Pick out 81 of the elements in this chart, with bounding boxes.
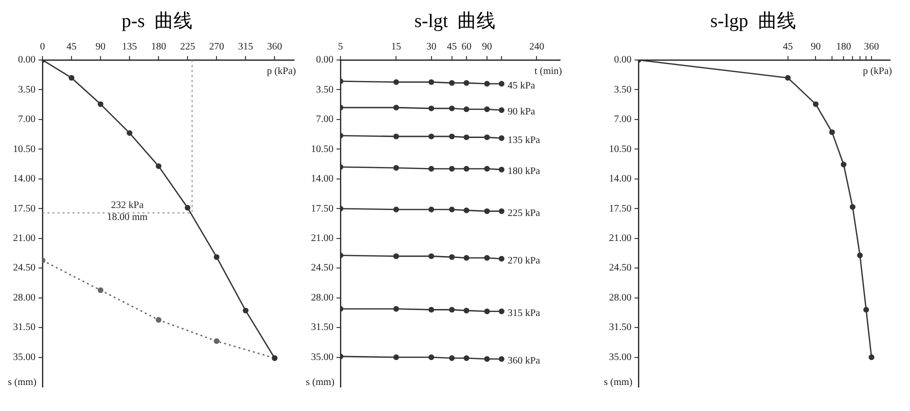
x-tick-label: 360 [267, 42, 282, 53]
point [214, 338, 220, 344]
x-tick-label: 45 [66, 42, 77, 53]
y-axis-title: s (mm) [604, 377, 632, 388]
x-tick-label: 90 [482, 42, 492, 53]
y-tick-label: 28.00 [609, 292, 632, 304]
x-tick-label: 45 [446, 42, 457, 53]
x-axis-title: t (min) [534, 66, 562, 77]
y-tick-label: 35.00 [13, 352, 36, 363]
y-axis-title: s (mm) [8, 377, 36, 388]
x-tick-label: 90 [810, 42, 821, 53]
y-tick-label: 3.50 [614, 84, 632, 96]
point [126, 130, 132, 136]
y-tick-label: 17.50 [609, 203, 632, 214]
x-tick-label: 180 [151, 42, 166, 53]
y-tick-label: 31.50 [311, 322, 334, 334]
point [98, 287, 104, 294]
x-tick-label: 135 [122, 42, 138, 53]
y-tick-label: 17.50 [13, 203, 36, 214]
y-tick-label: 7.00 [614, 114, 632, 126]
y-tick-label: 7.00 [316, 114, 334, 126]
y-tick-label: 3.50 [316, 84, 334, 96]
chart-title: s-lgp 曲线 [710, 10, 796, 34]
chart-title: p-s 曲线 [122, 10, 192, 34]
y-tick-label: 21.00 [13, 232, 36, 244]
x-tick-label: 240 [529, 42, 544, 53]
x-axis-title: p (kPa) [862, 66, 892, 77]
point [214, 254, 220, 260]
series-label: 270 kPa [508, 255, 541, 266]
y-tick-label: 14.00 [13, 174, 36, 185]
x-tick-label: 270 [209, 42, 224, 53]
point [156, 163, 162, 170]
x-tick-label: 360 [864, 42, 880, 53]
point [156, 317, 162, 323]
y-tick-label: 3.50 [18, 84, 36, 96]
y-tick-label: 21.00 [609, 232, 632, 244]
y-tick-label: 7.00 [18, 114, 36, 126]
y-axis-title: s (mm) [306, 377, 334, 388]
y-tick-label: 35.00 [311, 352, 334, 363]
x-tick-label: 15 [391, 42, 402, 53]
y-tick-label: 35.00 [609, 352, 632, 363]
y-tick-label: 0.00 [614, 54, 632, 66]
y-tick-label: 28.00 [13, 292, 36, 304]
y-tick-label: 14.00 [609, 174, 632, 185]
y-tick-label: 10.50 [13, 144, 36, 155]
x-tick-label: 60 [461, 42, 472, 53]
point [242, 308, 248, 314]
y-tick-label: 21.00 [311, 232, 334, 244]
x-tick-label: 30 [426, 42, 436, 53]
x-tick-label: 90 [96, 42, 106, 53]
y-tick-label: 31.50 [13, 322, 36, 334]
y-tick-label: 31.50 [609, 322, 632, 334]
y-tick-label: 28.00 [311, 292, 334, 304]
y-tick-label: 24.50 [609, 262, 632, 274]
chart-title: s-lgt 曲线 [414, 10, 496, 34]
point [184, 204, 190, 211]
series-label: 90 kPa [508, 106, 536, 118]
series-label: 135 kPa [508, 134, 541, 146]
y-tick-label: 14.00 [311, 174, 334, 185]
y-tick-label: 0.00 [316, 54, 334, 66]
point [98, 101, 104, 108]
y-tick-label: 24.50 [311, 262, 334, 274]
series-label: 315 kPa [508, 308, 541, 320]
y-tick-label: 17.50 [311, 203, 334, 214]
y-tick-label: 0.00 [18, 54, 36, 66]
annotation: 232 kPa 18.00 mm [107, 200, 148, 223]
x-axis-title: p (kPa) [266, 66, 296, 77]
x-tick-label: 5 [338, 42, 343, 53]
x-tick-label: 315 [238, 42, 254, 53]
series-label: 180 kPa [508, 166, 541, 178]
series-label: 360 kPa [508, 356, 541, 367]
x-tick-label: 45 [782, 42, 793, 53]
y-tick-label: 24.50 [13, 262, 36, 274]
point [68, 74, 74, 81]
x-tick-label: 180 [836, 42, 852, 53]
x-tick-label: 225 [180, 42, 196, 53]
y-tick-label: 10.50 [311, 144, 334, 155]
x-tick-label: 0 [40, 42, 45, 53]
series-label: 225 kPa [508, 208, 541, 219]
y-tick-label: 10.50 [609, 144, 632, 155]
series-label: 45 kPa [508, 80, 536, 92]
